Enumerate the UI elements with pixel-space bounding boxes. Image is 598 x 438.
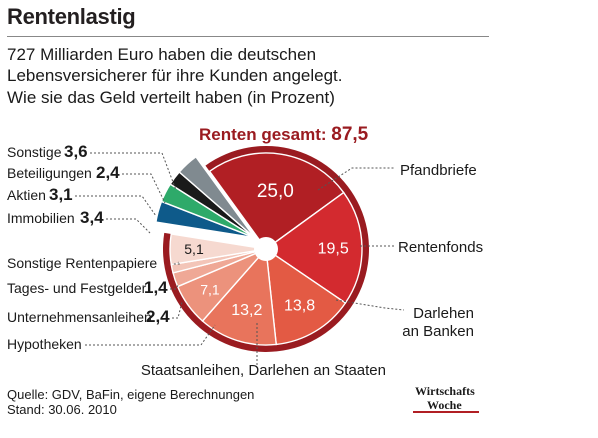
left-leader-line bbox=[173, 261, 181, 265]
left-slice-value: 3,4 bbox=[80, 208, 104, 227]
left-slice-name: Aktien bbox=[7, 187, 46, 203]
left-leader-line bbox=[170, 284, 179, 290]
pie-slice-sonstige-rentenpapiere bbox=[169, 233, 267, 266]
slice-value-label: 25,0 bbox=[257, 181, 294, 202]
slice-name-label: Rentenfonds bbox=[398, 239, 483, 256]
pie-slice-sonstige bbox=[178, 155, 256, 239]
left-leader-line bbox=[172, 301, 183, 319]
left-slice-value: 1,4 bbox=[144, 278, 168, 297]
pie-slice-staatsanleihen-darlehen-an-staaten bbox=[201, 247, 278, 346]
pie-center-hole bbox=[254, 237, 278, 261]
slice-value-label: 19,5 bbox=[318, 241, 349, 258]
pie-slice-darlehen-an-banken bbox=[265, 247, 347, 346]
left-slice-name: Unternehmensanleihen bbox=[7, 309, 152, 325]
total-label: Renten gesamt: 87,5 bbox=[199, 124, 369, 145]
leader-line bbox=[317, 167, 395, 191]
left-leader-line bbox=[90, 152, 177, 191]
left-slice-value: 3,1 bbox=[49, 185, 73, 204]
logo-line-2: Woche bbox=[427, 398, 462, 412]
left-leader-line bbox=[122, 173, 166, 204]
wirtschaftswoche-logo: Wirtschafts Woche bbox=[413, 383, 479, 413]
left-slice-name: Beteiligungen bbox=[7, 165, 92, 181]
left-slice-name: Sonstige bbox=[7, 144, 62, 160]
slice-value-label: 5,1 bbox=[184, 241, 204, 257]
left-slice-value: 2,4 bbox=[146, 307, 170, 326]
left-slice-name: Hypotheken bbox=[7, 336, 82, 352]
slice-name-label: Staatsanleihen, Darlehen an Staaten bbox=[141, 362, 386, 379]
logo-line-1: Wirtschafts bbox=[415, 384, 475, 398]
pie-slice-pfandbriefe bbox=[208, 152, 345, 250]
slice-value-label: 7,1 bbox=[200, 281, 220, 297]
title-divider bbox=[7, 36, 489, 37]
subtitle-line-3: Wie sie das Geld verteilt haben (in Proz… bbox=[7, 88, 335, 107]
source-note: Quelle: GDV, BaFin, eigene Berechnungen bbox=[7, 387, 255, 402]
slice-value-label: 13,8 bbox=[284, 298, 315, 315]
leader-line bbox=[335, 299, 405, 311]
slice-name-label: an Banken bbox=[402, 323, 474, 340]
slice-name-label: Darlehen bbox=[413, 305, 474, 322]
chart-title: Rentenlastig bbox=[7, 4, 136, 29]
left-slice-value: 3,6 bbox=[64, 142, 88, 161]
slice-name-label: Pfandbriefe bbox=[400, 162, 477, 179]
subtitle-line-2: Lebensversicherer für ihre Kunden angele… bbox=[7, 66, 343, 85]
left-slice-name: Immobilien bbox=[7, 210, 75, 226]
left-slice-name: Tages- und Festgelder bbox=[7, 280, 147, 296]
subtitle-line-1: 727 Milliarden Euro haben die deutschen bbox=[7, 45, 317, 64]
total-value: 87,5 bbox=[331, 124, 368, 145]
pie-slice-rentenfonds bbox=[264, 191, 363, 304]
left-slice-name: Sonstige Rentenpapiere bbox=[7, 255, 157, 271]
left-leader-line bbox=[106, 218, 151, 234]
date-note: Stand: 30.06. 2010 bbox=[7, 402, 117, 417]
left-leader-line bbox=[85, 324, 216, 346]
left-slice-value: 2,4 bbox=[96, 163, 120, 182]
slice-value-label: 13,2 bbox=[231, 302, 262, 319]
